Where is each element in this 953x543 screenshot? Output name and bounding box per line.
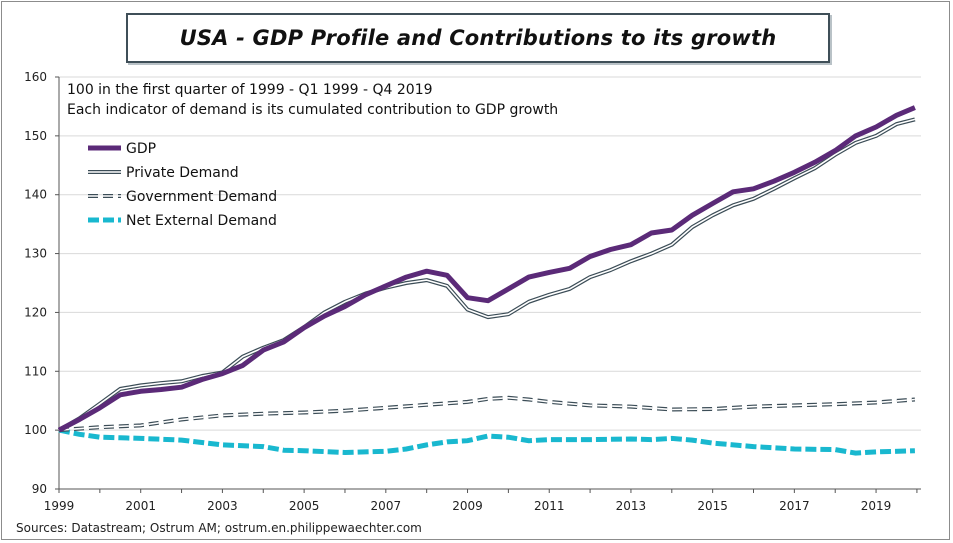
gridlines: [59, 76, 921, 431]
x-tick-label: 2011: [534, 499, 565, 513]
series-line-0: [57, 105, 916, 433]
y-tick-label: 130: [24, 247, 47, 261]
legend: GDP Private Demand Government Demand Net Ex…: [88, 141, 277, 229]
legend-label-3: Net External Demand: [126, 213, 277, 229]
axes: [55, 76, 921, 493]
x-tick-label: 2015: [697, 499, 728, 513]
x-tick-label: 2009: [452, 499, 483, 513]
y-tick-label: 150: [24, 129, 47, 143]
note-line-1: 100 in the first quarter of 1999 - Q1 19…: [67, 82, 433, 98]
y-tick-label: 90: [32, 482, 47, 496]
x-tick-label: 2019: [861, 499, 892, 513]
x-tick-label: 2005: [289, 499, 320, 513]
x-tick-label: 2013: [616, 499, 647, 513]
y-tick-label: 100: [24, 423, 47, 437]
series-line-1-inner: [58, 118, 916, 431]
legend-label-2: Government Demand: [126, 189, 277, 205]
series-line-2: [58, 395, 916, 433]
x-tick-label: 2017: [779, 499, 810, 513]
title-box: USA - GDP Profile and Contributions to i…: [126, 13, 830, 63]
source-note: Sources: Datastream; Ostrum AM; ostrum.e…: [16, 521, 422, 535]
y-tick-label: 110: [24, 364, 47, 378]
y-tick-label: 120: [24, 305, 47, 319]
legend-label-1: Private Demand: [126, 165, 239, 181]
y-tick-label: 140: [24, 188, 47, 202]
y-tick-labels: 90 100 110 120 130 140 150 160: [24, 70, 47, 496]
x-tick-label: 2007: [371, 499, 402, 513]
x-tick-labels: 1999 2001 2003 2005 2007 2009 2011 2013 2015 2017…: [44, 499, 892, 513]
chart-title: USA - GDP Profile and Contributions to i…: [179, 26, 777, 50]
legend-label-0: GDP: [126, 141, 156, 157]
x-tick-label: 1999: [44, 499, 75, 513]
series-lines: [57, 105, 916, 456]
series-line-2-inner: [58, 396, 915, 431]
note-line-2: Each indicator of demand is its cumulate…: [67, 102, 558, 118]
x-tick-label: 2001: [125, 499, 156, 513]
y-tick-label: 160: [24, 70, 47, 84]
series-line-3: [58, 427, 915, 456]
x-tick-label: 2003: [207, 499, 238, 513]
